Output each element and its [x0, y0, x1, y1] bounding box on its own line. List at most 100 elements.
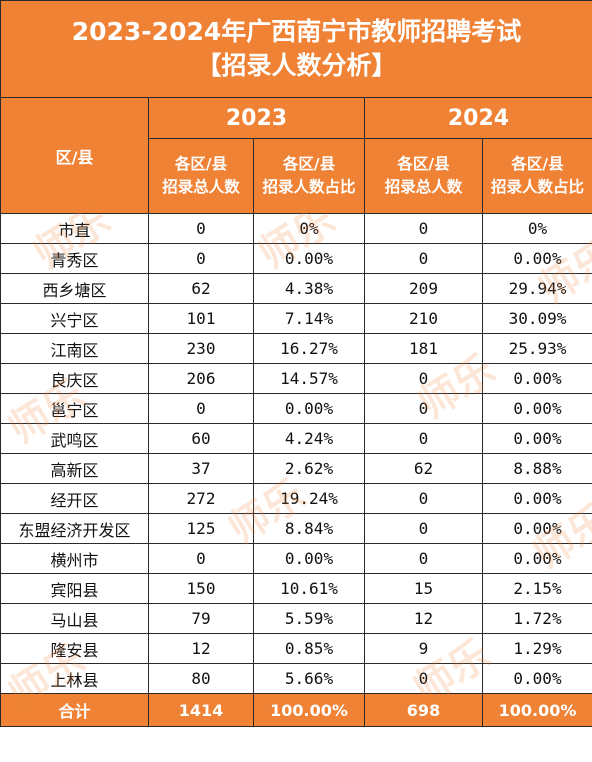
ratio-2024: 0.00% [482, 363, 592, 394]
count-2023: 62 [148, 273, 254, 304]
ratio-2024: 0.00% [482, 423, 592, 454]
district-name: 良庆区 [0, 363, 149, 394]
title-line-1: 2023-2024年广西南宁市教师招聘考试 [71, 17, 522, 46]
table-row: 西乡塘区 62 4.38% 209 29.94% [0, 273, 592, 304]
total-ratio-2024: 100.00% [482, 693, 592, 727]
count-2023: 80 [148, 663, 254, 694]
total-row: 合计 1414 100.00% 698 100.00% [0, 693, 592, 727]
ratio-2024: 8.88% [482, 453, 592, 484]
district-name: 横州市 [0, 543, 149, 574]
district-column-header: 区/县 [0, 97, 149, 214]
count-2023: 12 [148, 633, 254, 664]
count-header-line-2: 招录总人数 [162, 178, 240, 196]
total-ratio-2023: 100.00% [253, 693, 365, 727]
district-name: 武鸣区 [0, 423, 149, 454]
table-row: 青秀区 0 0.00% 0 0.00% [0, 243, 592, 274]
total-label: 合计 [0, 693, 149, 727]
ratio-header-line-2: 招录人数占比 [262, 178, 356, 196]
count-2024: 0 [364, 423, 483, 454]
district-name: 市直 [0, 213, 149, 244]
district-name: 马山县 [0, 603, 149, 634]
count-2024: 0 [364, 663, 483, 694]
ratio-2024: 0.00% [482, 513, 592, 544]
table-row: 江南区 230 16.27% 181 25.93% [0, 333, 592, 364]
ratio-2024: 0.00% [482, 483, 592, 514]
district-name: 隆安县 [0, 633, 149, 664]
count-2023: 0 [148, 543, 254, 574]
count-2023: 150 [148, 573, 254, 604]
count-2024: 210 [364, 303, 483, 334]
ratio-2023: 0.00% [253, 243, 365, 274]
ratio-2023: 5.66% [253, 663, 365, 694]
count-2024: 0 [364, 213, 483, 244]
table-row: 上林县 80 5.66% 0 0.00% [0, 663, 592, 694]
ratio-2024: 1.29% [482, 633, 592, 664]
district-name: 西乡塘区 [0, 273, 149, 304]
ratio-2024: 0.00% [482, 543, 592, 574]
count-2023: 230 [148, 333, 254, 364]
ratio-2023: 10.61% [253, 573, 365, 604]
district-name: 邕宁区 [0, 393, 149, 424]
table-row: 武鸣区 60 4.24% 0 0.00% [0, 423, 592, 454]
ratio-header-line-1: 各区/县 [511, 155, 564, 173]
district-name: 宾阳县 [0, 573, 149, 604]
count-2023: 60 [148, 423, 254, 454]
table-row: 横州市 0 0.00% 0 0.00% [0, 543, 592, 574]
table-row: 市直 0 0% 0 0% [0, 213, 592, 244]
count-2024: 12 [364, 603, 483, 634]
district-name: 上林县 [0, 663, 149, 694]
count-2024: 0 [364, 363, 483, 394]
count-2023: 0 [148, 213, 254, 244]
table-row: 隆安县 12 0.85% 9 1.29% [0, 633, 592, 664]
district-name: 高新区 [0, 453, 149, 484]
ratio-2023-header: 各区/县 招录人数占比 [253, 138, 365, 214]
ratio-2023: 19.24% [253, 483, 365, 514]
count-2024: 62 [364, 453, 483, 484]
ratio-2024: 0.00% [482, 243, 592, 274]
recruitment-table: 2023-2024年广西南宁市教师招聘考试 【招录人数分析】 区/县 2023 … [0, 0, 592, 727]
count-2023: 0 [148, 243, 254, 274]
ratio-2024: 29.94% [482, 273, 592, 304]
count-header-line-1: 各区/县 [397, 155, 450, 173]
count-2023: 101 [148, 303, 254, 334]
year-2024-header: 2024 [364, 97, 592, 139]
count-2023-header: 各区/县 招录总人数 [148, 138, 254, 214]
ratio-2024: 25.93% [482, 333, 592, 364]
district-name: 江南区 [0, 333, 149, 364]
table-row: 高新区 37 2.62% 62 8.88% [0, 453, 592, 484]
district-name: 经开区 [0, 483, 149, 514]
ratio-2023: 2.62% [253, 453, 365, 484]
ratio-header-line-1: 各区/县 [282, 155, 336, 173]
count-2024: 209 [364, 273, 483, 304]
ratio-2023: 16.27% [253, 333, 365, 364]
count-2023: 206 [148, 363, 254, 394]
count-header-line-2: 招录总人数 [384, 178, 463, 196]
table-row: 良庆区 206 14.57% 0 0.00% [0, 363, 592, 394]
count-2024: 0 [364, 243, 483, 274]
year-2023-header: 2023 [148, 97, 365, 139]
district-name: 兴宁区 [0, 303, 149, 334]
ratio-2024: 0% [482, 213, 592, 244]
ratio-2023: 8.84% [253, 513, 365, 544]
table-row: 经开区 272 19.24% 0 0.00% [0, 483, 592, 514]
table-row: 马山县 79 5.59% 12 1.72% [0, 603, 592, 634]
total-count-2024: 698 [364, 693, 483, 727]
count-2024: 181 [364, 333, 483, 364]
ratio-2023: 0.85% [253, 633, 365, 664]
ratio-2023: 7.14% [253, 303, 365, 334]
count-2023: 37 [148, 453, 254, 484]
table-body: 市直 0 0% 0 0% 青秀区 0 0.00% 0 0.00% 西乡塘区 62 4.38% 209 29.… [0, 213, 592, 694]
ratio-2023: 4.24% [253, 423, 365, 454]
ratio-2024: 1.72% [482, 603, 592, 634]
ratio-2023: 5.59% [253, 603, 365, 634]
title-line-2: 【招录人数分析】 [196, 51, 397, 80]
count-2024: 0 [364, 513, 483, 544]
count-header-line-1: 各区/县 [174, 155, 228, 173]
table-row: 邕宁区 0 0.00% 0 0.00% [0, 393, 592, 424]
table-row: 兴宁区 101 7.14% 210 30.09% [0, 303, 592, 334]
count-2024-header: 各区/县 招录总人数 [364, 138, 483, 214]
ratio-2024: 0.00% [482, 393, 592, 424]
count-2024: 0 [364, 543, 483, 574]
ratio-2024: 0.00% [482, 663, 592, 694]
table-title: 2023-2024年广西南宁市教师招聘考试 【招录人数分析】 [0, 0, 592, 98]
